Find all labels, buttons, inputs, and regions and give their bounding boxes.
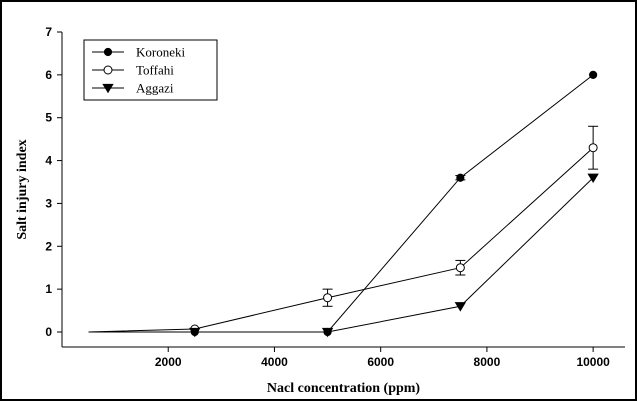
legend-marker [103,47,113,57]
y-axis-title: Salt injury index [15,139,30,239]
data-point-toffahi [323,293,333,303]
series-koroneki [88,70,598,337]
legend-label: Koroneki [136,45,185,60]
x-tick-label: 10000 [576,355,610,369]
series-aggazi [88,173,599,338]
x-tick-label: 4000 [261,355,288,369]
x-tick-label: 2000 [155,355,182,369]
legend-entry-aggazi: Aggazi [92,81,174,96]
y-tick-label: 6 [45,68,52,82]
legend-label: Toffahi [136,63,174,78]
x-tick-label: 6000 [367,355,394,369]
legend-marker [102,83,114,94]
series-line-koroneki [88,74,594,333]
y-tick-label: 2 [45,239,52,253]
y-tick-label: 1 [45,282,52,296]
legend-entry-toffahi: Toffahi [92,63,174,78]
x-axis-title: Nacl concentration (ppm) [267,381,421,396]
data-point-koroneki [456,173,465,182]
y-tick-label: 3 [45,196,52,210]
data-point-aggazi [321,327,334,338]
y-tick-label: 4 [45,154,52,168]
y-tick-label: 0 [45,325,52,339]
legend-entry-koroneki: Koroneki [92,45,185,60]
legend-label: Aggazi [136,81,174,96]
y-tick-label: 7 [45,25,52,39]
axes: 0 1 2 3 4 5 6 7 2000 4000 6000 8000 10000 [45,25,625,369]
data-point-toffahi [588,143,598,153]
legend: Koroneki Toffahi Aggazi [83,39,218,101]
x-tick-label: 8000 [474,355,501,369]
data-point-toffahi [455,263,465,273]
data-point-aggazi [587,173,599,183]
data-point-aggazi [189,327,201,338]
series-layer [88,70,599,338]
series-line-toffahi [88,147,594,333]
series-toffahi [88,125,599,334]
data-point-aggazi [454,302,467,312]
y-tick-label: 5 [45,111,52,125]
legend-marker [103,65,113,75]
data-point-koroneki [589,70,598,79]
series-line-aggazi [88,177,594,333]
